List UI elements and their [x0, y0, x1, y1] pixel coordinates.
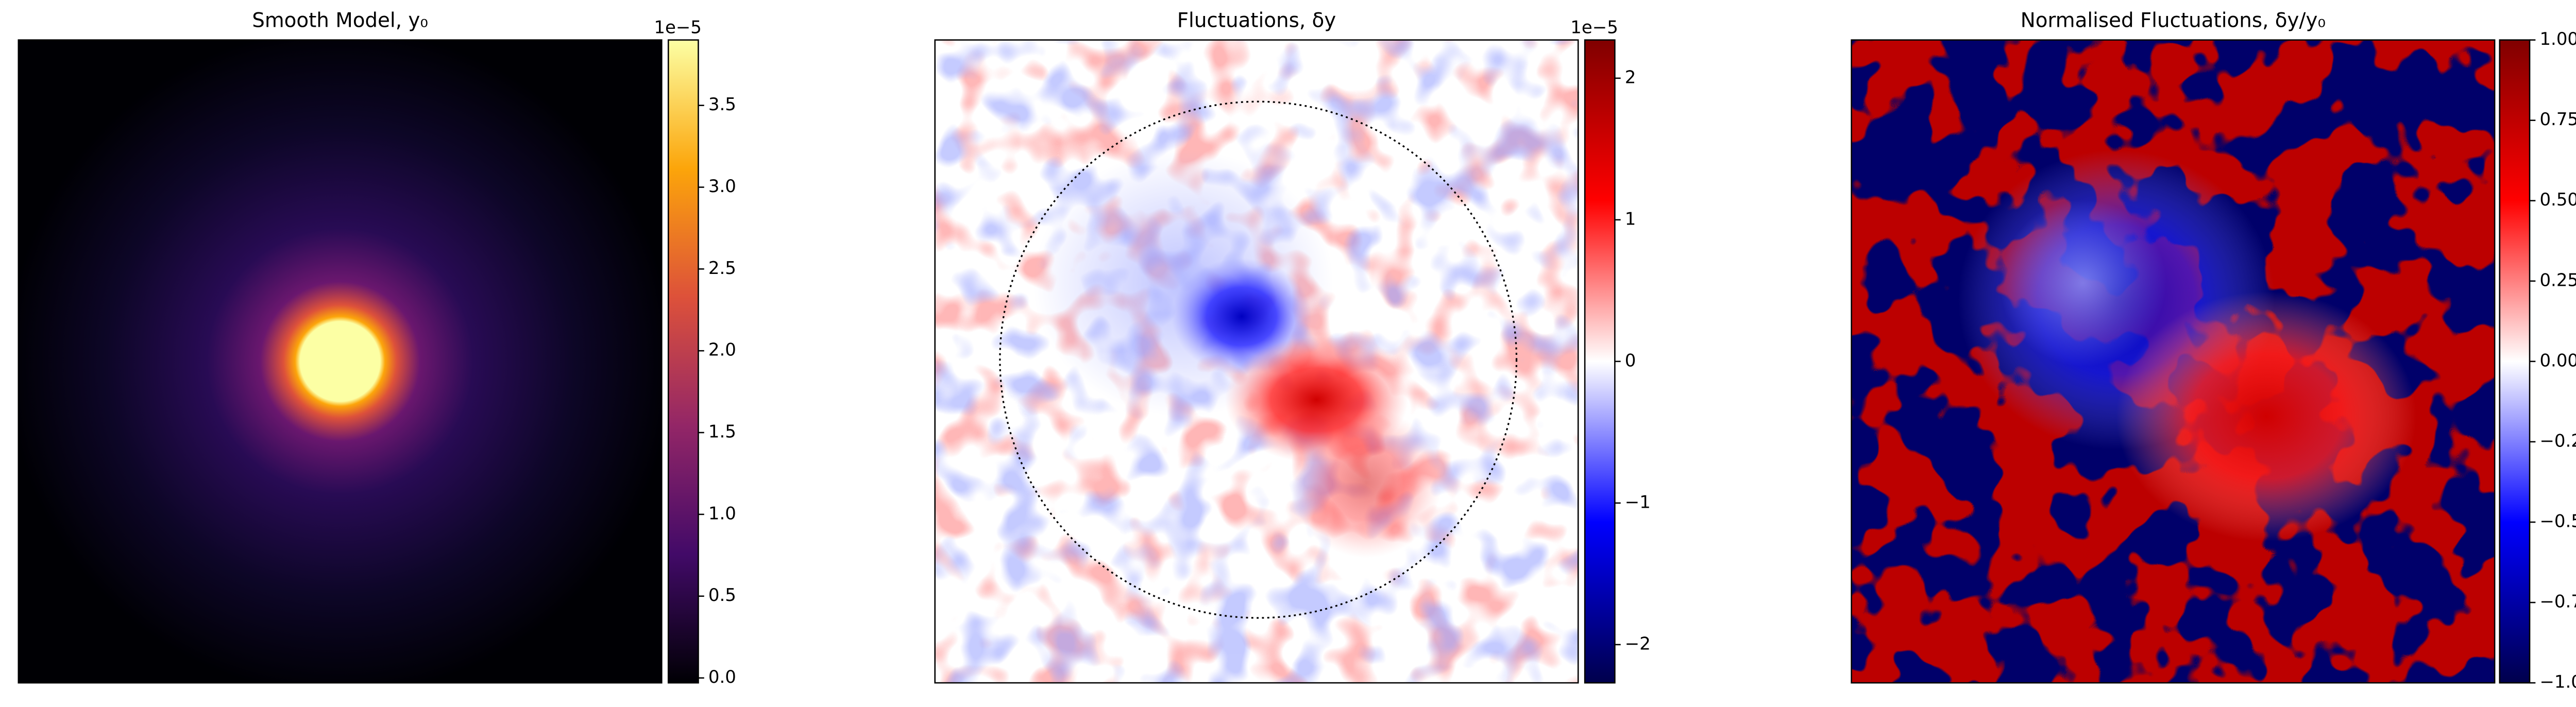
colorbar-tick-label: −2: [1625, 633, 1651, 654]
image-frame: [1851, 39, 2496, 684]
colorbar-tick-label: −1.00: [2539, 672, 2576, 693]
panel-title: Fluctuations, δy: [1177, 9, 1336, 32]
colorbar-tick-label: 0.00: [2539, 350, 2576, 371]
colorbar-tick-label: 0.5: [708, 585, 736, 606]
colorbar-tick-label: 1.5: [708, 422, 736, 442]
colorbar-tick-label: 3.0: [708, 176, 736, 197]
colorbar: [667, 39, 699, 684]
colorbar-tick-label: 3.5: [708, 94, 736, 115]
colorbar-tick-label: 0.50: [2539, 189, 2576, 210]
colorbar-tick-label: 0: [1625, 350, 1636, 371]
colorbar-tick-label: −0.25: [2539, 430, 2576, 451]
colorbar-tick-label: 0.0: [708, 667, 736, 687]
colorbar-tick-label: −0.75: [2539, 592, 2576, 612]
colorbar-tick-label: 0.75: [2539, 109, 2576, 130]
image-smooth: [18, 40, 662, 683]
image-frame: [18, 39, 663, 684]
panel-title: Normalised Fluctuations, δy/y₀: [2021, 9, 2326, 32]
colorbar-tick-label: 0.25: [2539, 270, 2576, 290]
colorbar-offset: 1e−5: [654, 17, 702, 38]
colorbar-offset: 1e−5: [1570, 17, 1618, 38]
image-normalised: [1851, 40, 2495, 683]
image-frame: [934, 39, 1579, 684]
colorbar-tick-label: −0.50: [2539, 511, 2576, 531]
colorbar-tick-label: 2.0: [708, 340, 736, 360]
colorbar-tick-label: −1: [1625, 492, 1651, 512]
colorbar: [2499, 39, 2531, 684]
colorbar: [1584, 39, 1616, 684]
image-fluctuations: [935, 40, 1579, 683]
colorbar-tick-label: 2: [1625, 67, 1636, 88]
colorbar-tick-label: 1: [1625, 209, 1636, 229]
colorbar-tick-label: 2.5: [708, 258, 736, 279]
colorbar-tick-label: 1.0: [708, 503, 736, 524]
panel-title: Smooth Model, y₀: [252, 9, 428, 32]
colorbar-tick-label: 1.00: [2539, 29, 2576, 49]
